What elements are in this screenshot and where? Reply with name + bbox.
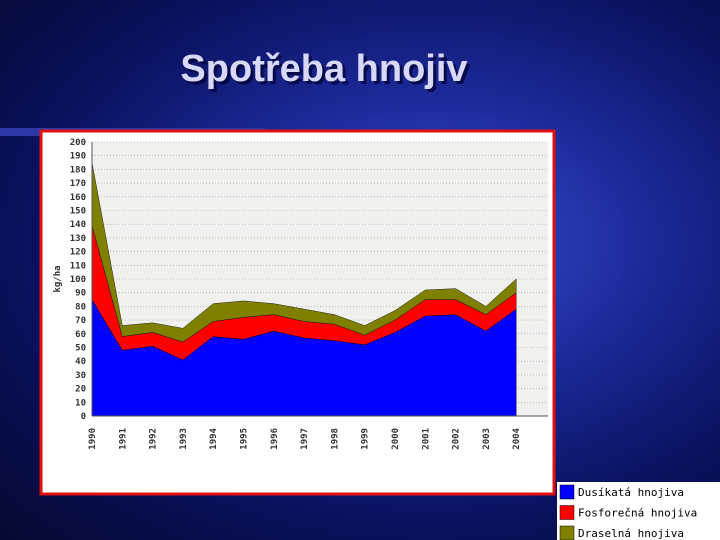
y-tick-label: 10 <box>75 398 86 408</box>
legend-label: Draselná hnojiva <box>578 527 684 540</box>
x-tick-label: 2000 <box>391 428 401 450</box>
x-tick-label: 1999 <box>361 428 371 450</box>
y-tick-label: 60 <box>75 330 86 340</box>
x-tick-label: 1994 <box>209 427 219 449</box>
legend-label: Fosforečná hnojiva <box>578 507 697 520</box>
y-tick-label: 110 <box>70 261 86 271</box>
x-tick-label: 1990 <box>88 428 98 450</box>
legend-swatch <box>559 484 575 500</box>
legend-swatch <box>559 505 575 520</box>
y-tick-label: 30 <box>75 371 86 381</box>
y-tick-label: 40 <box>75 357 86 367</box>
x-tick-label: 2002 <box>452 428 462 450</box>
y-tick-label: 0 <box>81 412 86 422</box>
x-tick-label: 1998 <box>330 428 340 450</box>
y-axis-label: kg/ha <box>53 265 63 292</box>
x-tick-label: 1997 <box>300 428 310 450</box>
y-tick-label: 180 <box>70 165 86 175</box>
y-tick-label: 120 <box>70 248 86 258</box>
y-tick-label: 100 <box>70 275 86 285</box>
y-tick-label: 160 <box>70 193 86 203</box>
y-tick-label: 90 <box>75 289 86 299</box>
x-tick-label: 1993 <box>179 428 189 450</box>
y-tick-label: 190 <box>70 152 86 162</box>
area <box>91 162 517 343</box>
x-tick-label: 1991 <box>118 428 128 450</box>
y-tick-label: 170 <box>70 179 86 189</box>
x-tick-label: 2004 <box>512 427 522 449</box>
x-tick-label: 1992 <box>149 428 159 450</box>
y-tick-label: 70 <box>75 316 86 326</box>
y-tick-label: 140 <box>70 220 86 230</box>
x-tick-label: 2001 <box>421 428 431 450</box>
y-tick-label: 80 <box>75 302 86 312</box>
legend <box>557 482 720 540</box>
legend-swatch <box>559 525 575 540</box>
y-tick-label: 200 <box>70 138 86 148</box>
x-tick-label: 2003 <box>482 428 492 450</box>
y-tick-label: 150 <box>70 207 86 217</box>
x-tick-label: 1996 <box>270 428 280 450</box>
y-tick-label: 50 <box>75 344 86 354</box>
legend-label: Dusíkatá hnojiva <box>578 486 684 499</box>
title-shadow: Spotřeba hnojiv <box>183 51 470 93</box>
slide-title: Spotřeba hnojiv <box>180 48 467 90</box>
x-tick-label: 1995 <box>240 428 250 450</box>
y-tick-label: 20 <box>75 385 86 395</box>
y-tick-label: 130 <box>70 234 86 244</box>
